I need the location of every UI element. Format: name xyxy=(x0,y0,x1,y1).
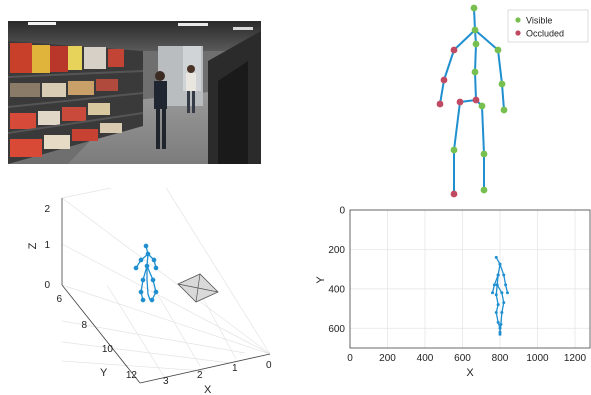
x-tick-label: 400 xyxy=(417,353,434,364)
3d-pose-plot: 0 1 2 6 8 10 12 3 2 1 0 Z Y X xyxy=(27,188,272,395)
skeleton-joint-hip_l xyxy=(456,98,464,106)
skeleton-bone xyxy=(481,105,485,155)
chart-point xyxy=(504,283,508,287)
chart-series-line xyxy=(499,264,509,293)
camera-marker xyxy=(177,273,219,303)
x-axis-label: X xyxy=(466,367,474,379)
z-axis-label: Z xyxy=(27,242,39,249)
skeleton-joint-el_l xyxy=(440,76,448,84)
ceiling-light xyxy=(178,23,208,26)
x-axis-label: X xyxy=(204,384,212,395)
skeleton-joint-head xyxy=(470,4,478,12)
skeleton-joint-kn_r xyxy=(480,150,488,158)
skeleton-joint-an_l xyxy=(450,190,458,198)
chart-point xyxy=(496,320,500,324)
chart-point xyxy=(499,322,503,326)
legend-visible-label: Visible xyxy=(526,16,552,26)
y-axis-label: Y xyxy=(315,276,327,284)
x-tick-label: 200 xyxy=(379,353,396,364)
2d-pose-chart: 0 200 400 600 800 1000 1200 0 200 400 600 X Y xyxy=(315,206,591,379)
y-tick-label: 200 xyxy=(328,245,345,256)
skeleton-joint-wr_l xyxy=(436,100,444,108)
chart-point xyxy=(492,283,496,287)
z-tick: 2 xyxy=(44,204,50,215)
x-tick-label: 1000 xyxy=(526,353,549,364)
chart-point xyxy=(500,311,504,315)
chart-point xyxy=(496,273,500,277)
skeleton-bone xyxy=(473,7,476,31)
skeleton-joint-sh_l xyxy=(450,46,458,54)
skeleton-bone xyxy=(474,29,499,51)
x-tick-label: 0 xyxy=(347,353,353,364)
skeleton-bone xyxy=(474,71,477,101)
z-tick: 1 xyxy=(44,240,50,251)
skeleton-figure: Visible Occluded xyxy=(436,4,589,198)
y-tick-label: 400 xyxy=(328,284,345,295)
y-axis-label: Y xyxy=(100,367,108,379)
chart-point xyxy=(494,293,498,297)
chart-point xyxy=(502,273,506,277)
chart-grid xyxy=(349,209,590,348)
skeleton-bone xyxy=(474,43,477,73)
skeleton-joint-chest xyxy=(472,40,480,48)
skeleton-bone xyxy=(501,83,505,111)
3d-skeleton xyxy=(133,243,159,303)
chart-point xyxy=(498,262,502,266)
skeleton-joint-kn_l xyxy=(450,146,458,154)
scene-render-image xyxy=(8,21,261,164)
y-tick-label: 600 xyxy=(328,324,345,335)
chart-point xyxy=(506,291,509,295)
shelf-products xyxy=(10,43,124,157)
skeleton-joint-el_r xyxy=(498,80,506,88)
3d-axes xyxy=(61,198,271,384)
legend-visible-marker xyxy=(515,17,521,23)
person-figure xyxy=(186,65,196,113)
chart-point xyxy=(491,291,494,295)
y-tick: 12 xyxy=(126,370,138,381)
chart-point xyxy=(502,301,506,305)
chart-point xyxy=(495,283,499,287)
chart-point xyxy=(498,330,502,334)
chart-point xyxy=(494,255,498,259)
chart-frame xyxy=(349,209,591,349)
chart-series-line xyxy=(495,257,501,335)
person-figure xyxy=(154,71,167,149)
legend-occluded-marker xyxy=(515,30,521,36)
3d-grid xyxy=(61,188,271,384)
y-tick: 8 xyxy=(81,320,87,331)
y-tick: 10 xyxy=(102,344,114,355)
skeleton-bone xyxy=(453,29,476,51)
x-tick: 3 xyxy=(163,376,169,387)
skeleton-bone xyxy=(453,101,461,151)
z-tick: 0 xyxy=(44,280,50,291)
legend-occluded-label: Occluded xyxy=(526,29,564,39)
x-tick-label: 800 xyxy=(492,353,509,364)
skeleton-bone xyxy=(497,49,503,85)
skeleton-bone xyxy=(443,49,455,81)
ceiling-light xyxy=(233,27,253,30)
x-tick: 2 xyxy=(197,370,203,381)
chart-point xyxy=(496,303,500,307)
skeleton-joint-wr_r xyxy=(500,106,508,114)
skeleton-joint-pelvis xyxy=(472,96,480,104)
ceiling-light xyxy=(28,22,56,25)
skeleton-joint-hip_r xyxy=(478,102,486,110)
skeleton-joint-an_r xyxy=(480,186,488,194)
skeleton-joint-spine xyxy=(471,68,479,76)
chart-point xyxy=(500,291,504,295)
x-tick-label: 1200 xyxy=(564,353,587,364)
y-tick: 6 xyxy=(56,294,62,305)
3d-tick-labels: 0 1 2 6 8 10 12 3 2 1 0 xyxy=(44,204,272,387)
chart-point xyxy=(494,311,498,315)
legend-box xyxy=(507,9,589,43)
skeleton-bone xyxy=(439,79,445,105)
x-tick-label: 600 xyxy=(454,353,471,364)
skeleton-joint-sh_r xyxy=(494,46,502,54)
x-tick: 0 xyxy=(266,360,272,371)
legend: Visible Occluded xyxy=(507,9,589,43)
skeleton-joint-neck xyxy=(471,26,479,34)
x-tick: 1 xyxy=(232,363,238,374)
y-tick-label: 0 xyxy=(339,206,345,217)
